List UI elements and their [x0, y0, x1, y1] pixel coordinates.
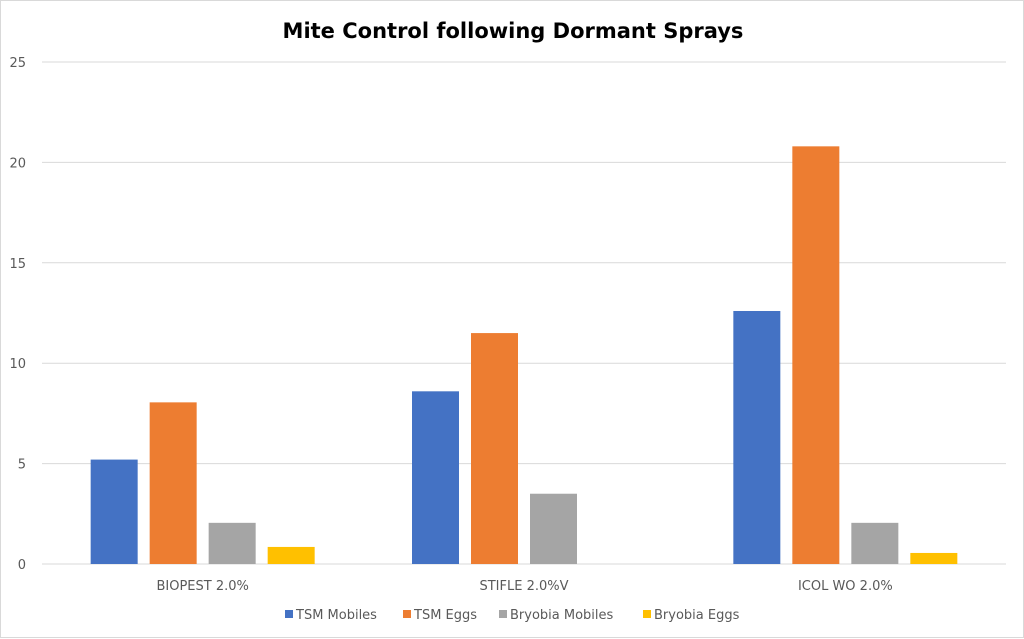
chart-title: Mite Control following Dormant Sprays [283, 19, 744, 43]
y-tick-label: 25 [9, 56, 26, 71]
x-tick-label: STIFLE 2.0%V [479, 579, 568, 594]
legend-label: TSM Eggs [413, 608, 477, 623]
y-tick-label: 5 [18, 458, 26, 473]
legend: TSM Mobiles TSM Eggs Bryobia Mobiles Bryobi… [285, 608, 740, 623]
legend-item: TSM Eggs [403, 608, 477, 623]
bar-tsm-mobiles [412, 391, 459, 564]
x-axis-ticks: BIOPEST 2.0% STIFLE 2.0%V ICOL WO 2.0% [156, 579, 892, 594]
legend-swatch [499, 610, 507, 618]
bars [90, 146, 958, 564]
bar-tsm-mobiles [733, 310, 781, 564]
bar-tsm-eggs [149, 402, 197, 564]
bar-tsm-eggs [471, 333, 518, 564]
legend-swatch [643, 610, 651, 618]
bar-bryobia-mobiles [208, 522, 256, 564]
legend-label: TSM Mobiles [295, 608, 377, 623]
legend-item: TSM Mobiles [285, 608, 377, 623]
legend-label: Bryobia Mobiles [510, 608, 614, 623]
legend-swatch [403, 610, 411, 618]
bar-bryobia-mobiles [530, 493, 577, 564]
x-tick-label: ICOL WO 2.0% [798, 579, 893, 594]
y-tick-label: 20 [9, 156, 26, 171]
y-axis-ticks: 0 5 10 15 20 25 [9, 56, 26, 573]
legend-swatch [285, 610, 293, 618]
y-tick-label: 10 [9, 357, 26, 372]
bar-bryobia-eggs [910, 552, 958, 564]
y-tick-label: 0 [18, 558, 26, 573]
bar-tsm-eggs [792, 146, 840, 564]
legend-item: Bryobia Eggs [643, 608, 740, 623]
legend-item: Bryobia Mobiles [499, 608, 614, 623]
bar-tsm-mobiles [90, 459, 138, 564]
legend-label: Bryobia Eggs [654, 608, 740, 623]
gridlines [42, 61, 1006, 565]
bar-bryobia-eggs [267, 546, 315, 564]
y-tick-label: 15 [9, 257, 26, 272]
x-tick-label: BIOPEST 2.0% [156, 579, 248, 594]
bar-bryobia-mobiles [851, 522, 899, 564]
